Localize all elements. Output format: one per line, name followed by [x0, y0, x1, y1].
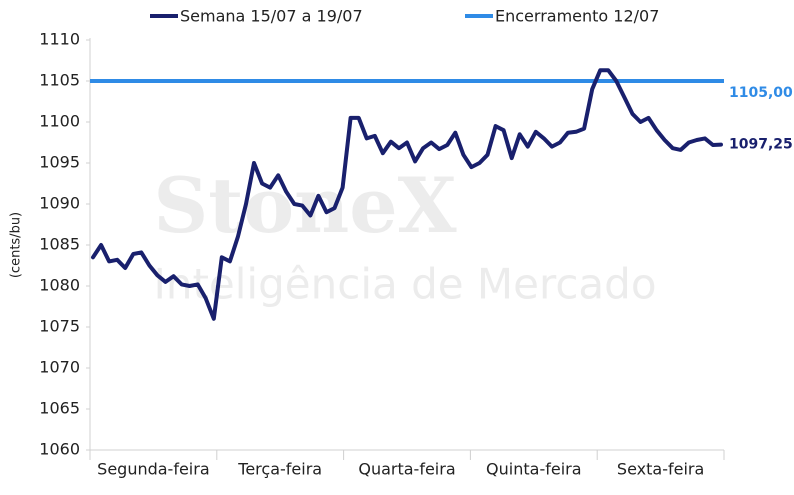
y-tick-label: 1110	[39, 30, 80, 49]
x-tick-label: Terça-feira	[237, 460, 322, 479]
y-tick-label: 1085	[39, 235, 80, 254]
watermark-logo: StoneX	[153, 161, 456, 250]
reference-label: 1105,00	[729, 85, 793, 101]
y-tick-label: 1080	[39, 276, 80, 295]
y-tick-label: 1065	[39, 399, 80, 418]
y-tick-label: 1095	[39, 153, 80, 172]
y-tick-label: 1075	[39, 317, 80, 336]
x-tick-label: Segunda-feira	[97, 460, 209, 479]
end-label: 1097,25	[729, 137, 793, 153]
y-tick-label: 1090	[39, 194, 80, 213]
x-tick-label: Sexta-feira	[617, 460, 704, 479]
legend-label: Semana 15/07 a 19/07	[180, 7, 363, 26]
y-tick-label: 1100	[39, 112, 80, 131]
y-tick-label: 1105	[39, 71, 80, 90]
y-axis-title: (cents/bu)	[9, 212, 24, 278]
legend-label: Encerramento 12/07	[495, 7, 659, 26]
series-line	[91, 68, 723, 321]
x-tick-label: Quarta-feira	[358, 460, 455, 479]
x-tick-label: Quinta-feira	[486, 460, 581, 479]
watermark-text: Inteligência de Mercado	[153, 260, 656, 309]
y-tick-label: 1060	[39, 440, 80, 459]
y-tick-label: 1070	[39, 358, 80, 377]
